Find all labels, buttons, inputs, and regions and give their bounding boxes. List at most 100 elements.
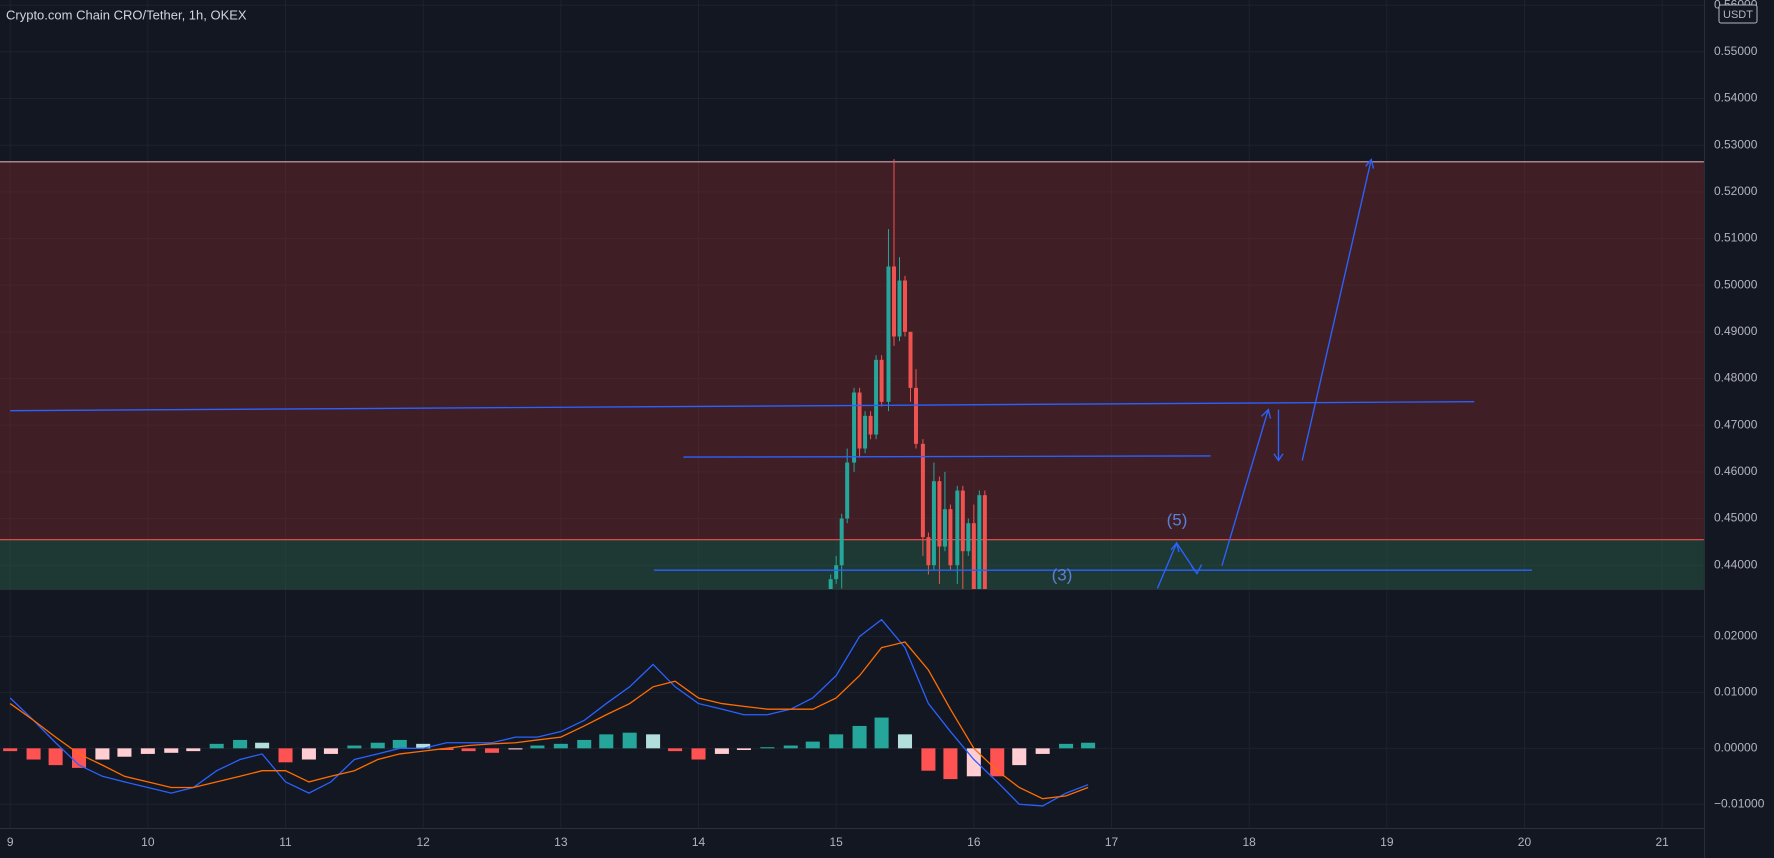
x-tick-label: 20	[1518, 835, 1532, 849]
histogram-bar	[921, 748, 936, 771]
candle-body	[863, 415, 868, 449]
histogram-bar	[95, 748, 110, 760]
x-tick-label: 18	[1242, 835, 1256, 849]
histogram-bar	[943, 748, 958, 780]
candle-body	[845, 462, 850, 519]
histogram-bar	[599, 734, 614, 749]
y-tick-label: 0.47000	[1714, 417, 1758, 431]
histogram-bar	[255, 742, 270, 749]
y-tick-label: 0.48000	[1714, 371, 1758, 385]
x-tick-label: 12	[416, 835, 430, 849]
histogram-bar	[370, 742, 385, 749]
y-tick-label: 0.49000	[1714, 324, 1758, 338]
support-zone	[0, 539, 1704, 590]
arrow-head	[1365, 158, 1375, 169]
histogram-bar	[209, 743, 224, 749]
x-tick-label: 10	[141, 835, 155, 849]
arrow	[1301, 159, 1372, 461]
y-tick-label: 0.46000	[1714, 464, 1758, 478]
arrow-head	[1273, 453, 1284, 462]
histogram-bar	[484, 748, 500, 753]
y-tick-label: 0.51000	[1714, 231, 1758, 245]
histogram-bar	[668, 748, 683, 752]
histogram-bar	[26, 748, 41, 760]
wave-label: (5)	[1167, 510, 1188, 529]
x-tick-label: 16	[967, 835, 981, 849]
wave-label: (3)	[1052, 565, 1073, 584]
arrow-head	[1190, 564, 1203, 575]
histogram-bar	[347, 745, 362, 749]
y-tick-label: 0.55000	[1714, 44, 1758, 58]
histogram-bar	[691, 748, 706, 760]
x-tick-label: 11	[279, 835, 292, 849]
candle-body	[914, 387, 919, 444]
histogram-bar	[829, 734, 844, 749]
candle-body	[971, 523, 976, 589]
candle-body	[982, 495, 987, 589]
macd-line	[9, 618, 1089, 807]
histogram-bar	[233, 739, 248, 749]
arrow	[1221, 409, 1269, 566]
trend-line	[10, 400, 1475, 412]
macd-line	[9, 641, 1089, 800]
histogram-bar	[186, 748, 201, 752]
histogram-bar	[622, 732, 637, 749]
histogram-bar	[646, 734, 661, 749]
histogram-bar	[1081, 742, 1096, 749]
histogram-bar	[48, 748, 63, 766]
x-tick-label: 14	[692, 835, 706, 849]
y-tick-label: 0.54000	[1714, 91, 1758, 105]
candle-body	[966, 523, 971, 552]
arrow-head	[1261, 408, 1272, 419]
y-tick-label: 0.44000	[1714, 557, 1758, 571]
currency-box	[1718, 4, 1758, 24]
y-tick-label: 0.02000	[1714, 629, 1758, 643]
resistance-zone	[0, 161, 1704, 540]
y-tick-label: 0.45000	[1714, 511, 1758, 525]
price-pane	[828, 159, 987, 589]
histogram-bar	[852, 725, 867, 749]
histogram-bar	[553, 743, 568, 749]
histogram-bar	[805, 741, 820, 749]
histogram-bar	[760, 747, 775, 749]
y-tick-label: 0.53000	[1714, 137, 1758, 151]
histogram-bar	[117, 748, 132, 757]
histogram-bar	[392, 739, 407, 749]
x-tick-label: 13	[554, 835, 568, 849]
grid	[0, 0, 1704, 828]
histogram-bar	[439, 748, 454, 751]
candle-body	[839, 518, 844, 566]
candle-body	[960, 490, 965, 552]
candle-body	[852, 392, 857, 463]
histogram-bar	[301, 748, 316, 760]
candle-body	[834, 565, 839, 580]
candle-body	[931, 481, 936, 566]
histogram-bar	[164, 748, 179, 753]
candle-body	[857, 392, 862, 449]
candle-body	[955, 490, 960, 566]
y-tick-label: 0.00000	[1714, 741, 1758, 755]
candle-body	[977, 495, 982, 589]
candle-body	[942, 509, 947, 547]
x-tick-label: 17	[1105, 835, 1119, 849]
candle-body	[920, 443, 925, 538]
histogram-bar	[323, 748, 338, 754]
zones	[0, 161, 1704, 590]
candle-body	[879, 359, 884, 402]
histogram-bar	[783, 745, 798, 749]
candle-body	[897, 280, 902, 337]
histogram-bar	[278, 748, 293, 763]
candle-body	[908, 331, 913, 388]
histogram-bar	[3, 748, 18, 752]
currency-label: USDT	[1723, 9, 1753, 21]
candle-body	[948, 509, 953, 566]
y-tick-label: 0.50000	[1714, 277, 1758, 291]
histogram-bar	[71, 748, 87, 768]
price-axis	[1704, 0, 1774, 858]
x-tick-label: 9	[7, 835, 14, 849]
candle-body	[828, 579, 833, 589]
candle-body	[937, 481, 942, 547]
